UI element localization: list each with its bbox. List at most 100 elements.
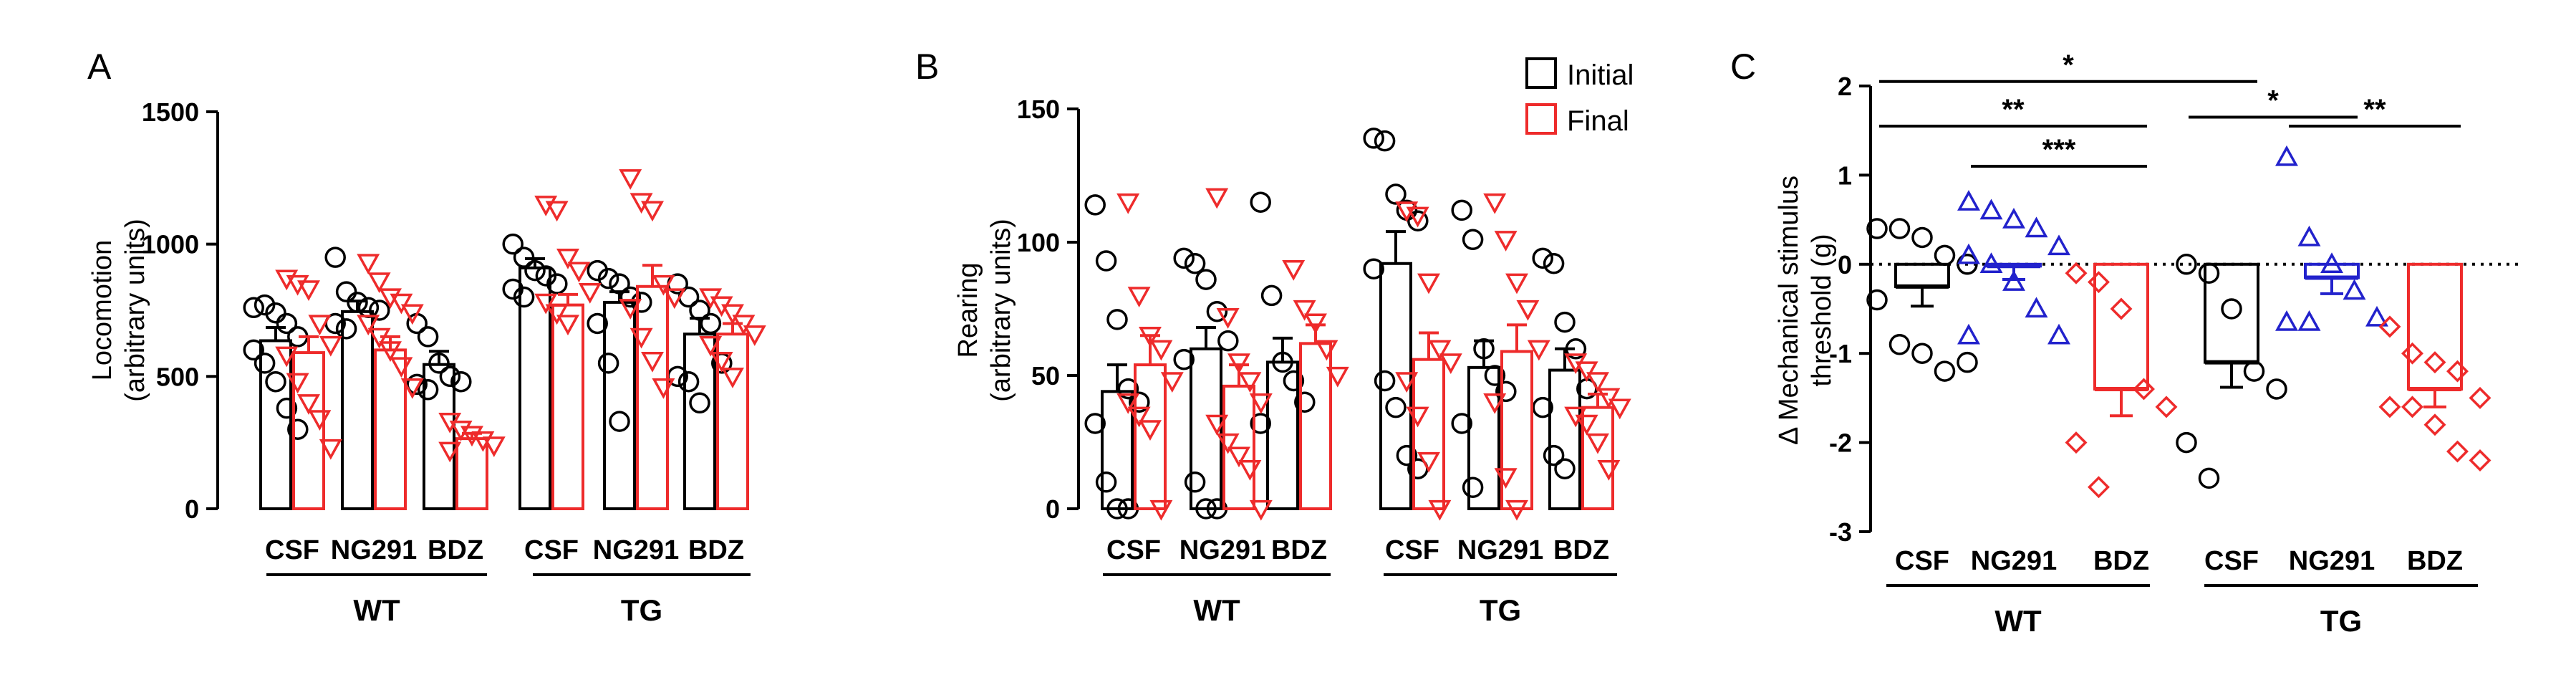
data-point [2297,310,2321,331]
data-point [1250,191,1271,213]
data-point [1979,198,2003,220]
y-tick-label: 50 [1031,361,1060,391]
data-point [1483,393,1507,414]
y-tick-label: -3 [1829,517,1852,547]
bar [1190,347,1222,510]
data-point [597,267,619,289]
group-label: WT [1994,604,2042,638]
data-point [689,392,710,414]
data-point [1494,231,1518,252]
data-point [369,300,390,321]
data-point [1227,353,1250,375]
data-point [1217,330,1239,352]
panel-letter: C [1730,47,1756,87]
y-tick-label: 1 [1838,161,1852,190]
data-point [2065,431,2088,454]
panel-a: A 0 500 1000 1500 Locomotion (arbitrary units)… [87,47,766,627]
data-point [276,397,298,419]
legend-initial-swatch [1525,57,1557,89]
data-point [1439,353,1462,375]
data-point [2176,254,2197,275]
data-point [297,280,320,302]
data-point [1304,313,1327,335]
data-point [2221,298,2242,320]
data-point [1462,477,1484,498]
data-point [1957,254,1978,275]
data-point [1957,190,1980,211]
bar [292,351,325,510]
data-point [265,370,286,393]
data-point [1149,499,1173,521]
data-point [699,335,723,357]
data-point [1911,343,1933,364]
y-axis-title: Δ Mechanical stimulus threshold (g) [1774,176,1837,445]
y-axis-title-line: Δ Mechanical stimulus [1774,176,1804,445]
bar [1299,342,1332,510]
data-point [1385,183,1407,205]
data-point [2401,342,2423,365]
bar [2093,262,2149,391]
data-point [335,281,357,302]
data-point [1160,372,1184,393]
data-point [546,273,568,295]
data-point [2088,476,2110,499]
data-point [2266,378,2287,400]
data-point [2423,351,2446,374]
data-point [357,315,380,336]
data-point [1586,433,1609,454]
y-tick-label: 150 [1017,95,1060,124]
data-point [1911,226,1933,249]
data-point [1543,444,1565,466]
data-point [2446,440,2469,463]
data-point [1238,460,1262,481]
data-point [609,273,630,295]
y-tick-label: 100 [1017,228,1060,257]
data-point [2002,207,2025,229]
data-point [1888,218,1911,239]
data-point [1516,300,1540,321]
bar [518,266,551,510]
data-point [1282,260,1306,281]
data-point [417,379,439,401]
data-point [641,352,664,373]
data-point [513,286,535,308]
group-label: WT [1193,593,1240,627]
category-label: BDZ [688,535,744,565]
data-point [2002,270,2025,291]
data-point [1227,446,1250,468]
data-point [2297,225,2321,246]
data-point [2275,310,2298,331]
data-point [1543,253,1565,274]
significance-label: * [2267,85,2279,117]
panel-letter: B [915,47,939,87]
data-point [1363,258,1384,279]
data-point [335,318,357,340]
bar [1894,262,1950,288]
data-point [1505,499,1528,521]
group-label: WT [353,593,400,627]
data-point [1184,253,1206,274]
data-point [406,373,428,396]
data-point [1084,194,1106,216]
bar [603,300,636,510]
data-point [2423,413,2446,436]
data-point [2401,396,2423,418]
data-point [1575,361,1598,383]
data-point [556,315,579,336]
data-point [379,341,402,363]
data-point [652,378,675,399]
data-point [308,410,332,431]
data-point [710,352,733,373]
data-point [1315,340,1338,361]
data-point [567,262,591,283]
data-point [347,292,368,313]
data-point [1238,372,1262,393]
data-point [629,327,653,349]
data-point [1117,378,1139,400]
y-tick-label: -1 [1829,339,1852,368]
panel-c: C -3 -2 -1 0 1 2 Δ Mechanical stimulus threshold… [1730,47,2521,638]
data-point [534,293,558,315]
data-point [2176,431,2197,454]
data-point [1957,243,1980,264]
